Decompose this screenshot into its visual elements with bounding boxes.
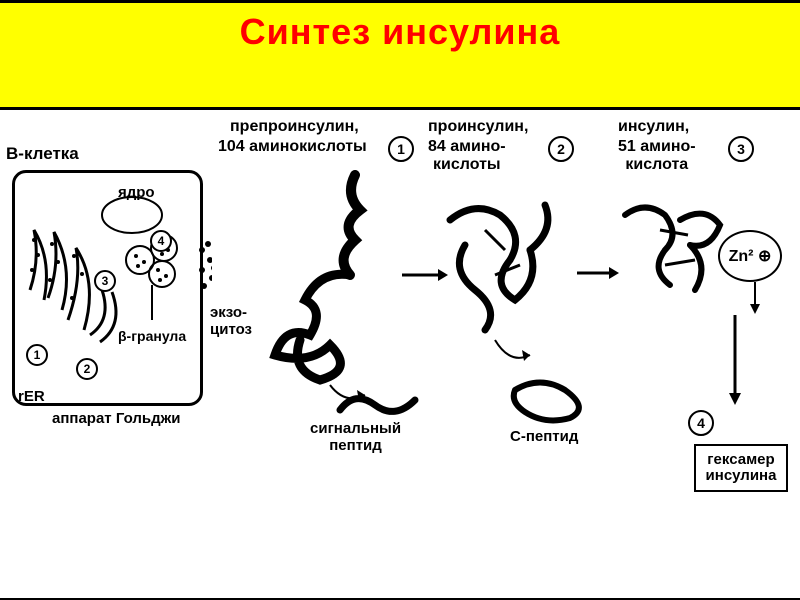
c-peptide-label: С-пептид — [510, 428, 578, 445]
stage1-name: препроинсулин, — [230, 118, 359, 136]
cell-num-4: 4 — [150, 230, 172, 252]
arrow-zn — [740, 280, 770, 320]
stage1-num: 1 — [388, 136, 414, 162]
arrow-3to4 — [720, 310, 750, 410]
stage3-detail: 51 амино- кислота — [618, 138, 696, 175]
golgi-label: аппарат Гольджи — [52, 410, 181, 427]
stage2-num: 2 — [548, 136, 574, 162]
diagram-area: В-клетка препроинсулин, 104 аминокислоты… — [0, 110, 800, 600]
page-title: Синтез инсулина — [240, 11, 561, 53]
signal-peptide-label: сигнальный пептид — [310, 420, 401, 455]
cell-num-1: 1 — [26, 344, 48, 366]
nucleus-label: ядро — [118, 184, 155, 201]
zn-ion: Zn² ⊕ — [718, 230, 782, 282]
cell-num-3: 3 — [94, 270, 116, 292]
stage2-detail: 84 амино- кислоты — [428, 138, 506, 175]
stage3-num: 3 — [728, 136, 754, 162]
exocytosis-label: экзо- цитоз — [210, 304, 252, 339]
rER-label: rER — [18, 388, 45, 405]
stage2-name: проинсулин, — [428, 118, 528, 136]
c-peptide-svg — [500, 370, 610, 430]
stage3-name: инсулин, — [618, 118, 689, 136]
arrow-1to2 — [400, 260, 450, 290]
hexamer-box: гексамер инсулина — [694, 444, 788, 492]
b-cell-label: В-клетка — [6, 144, 79, 164]
cell-num-2: 2 — [76, 358, 98, 380]
granule-label: β-гранула — [118, 328, 186, 344]
hexamer-label: гексамер инсулина — [706, 452, 777, 485]
preproinsulin-svg — [260, 170, 410, 400]
arrow-2to3 — [575, 258, 621, 288]
stage1-detail: 104 аминокислоты — [218, 138, 367, 156]
title-bar: Синтез инсулина — [0, 0, 800, 110]
proinsulin-svg — [430, 190, 580, 400]
stage4-num: 4 — [688, 410, 714, 436]
